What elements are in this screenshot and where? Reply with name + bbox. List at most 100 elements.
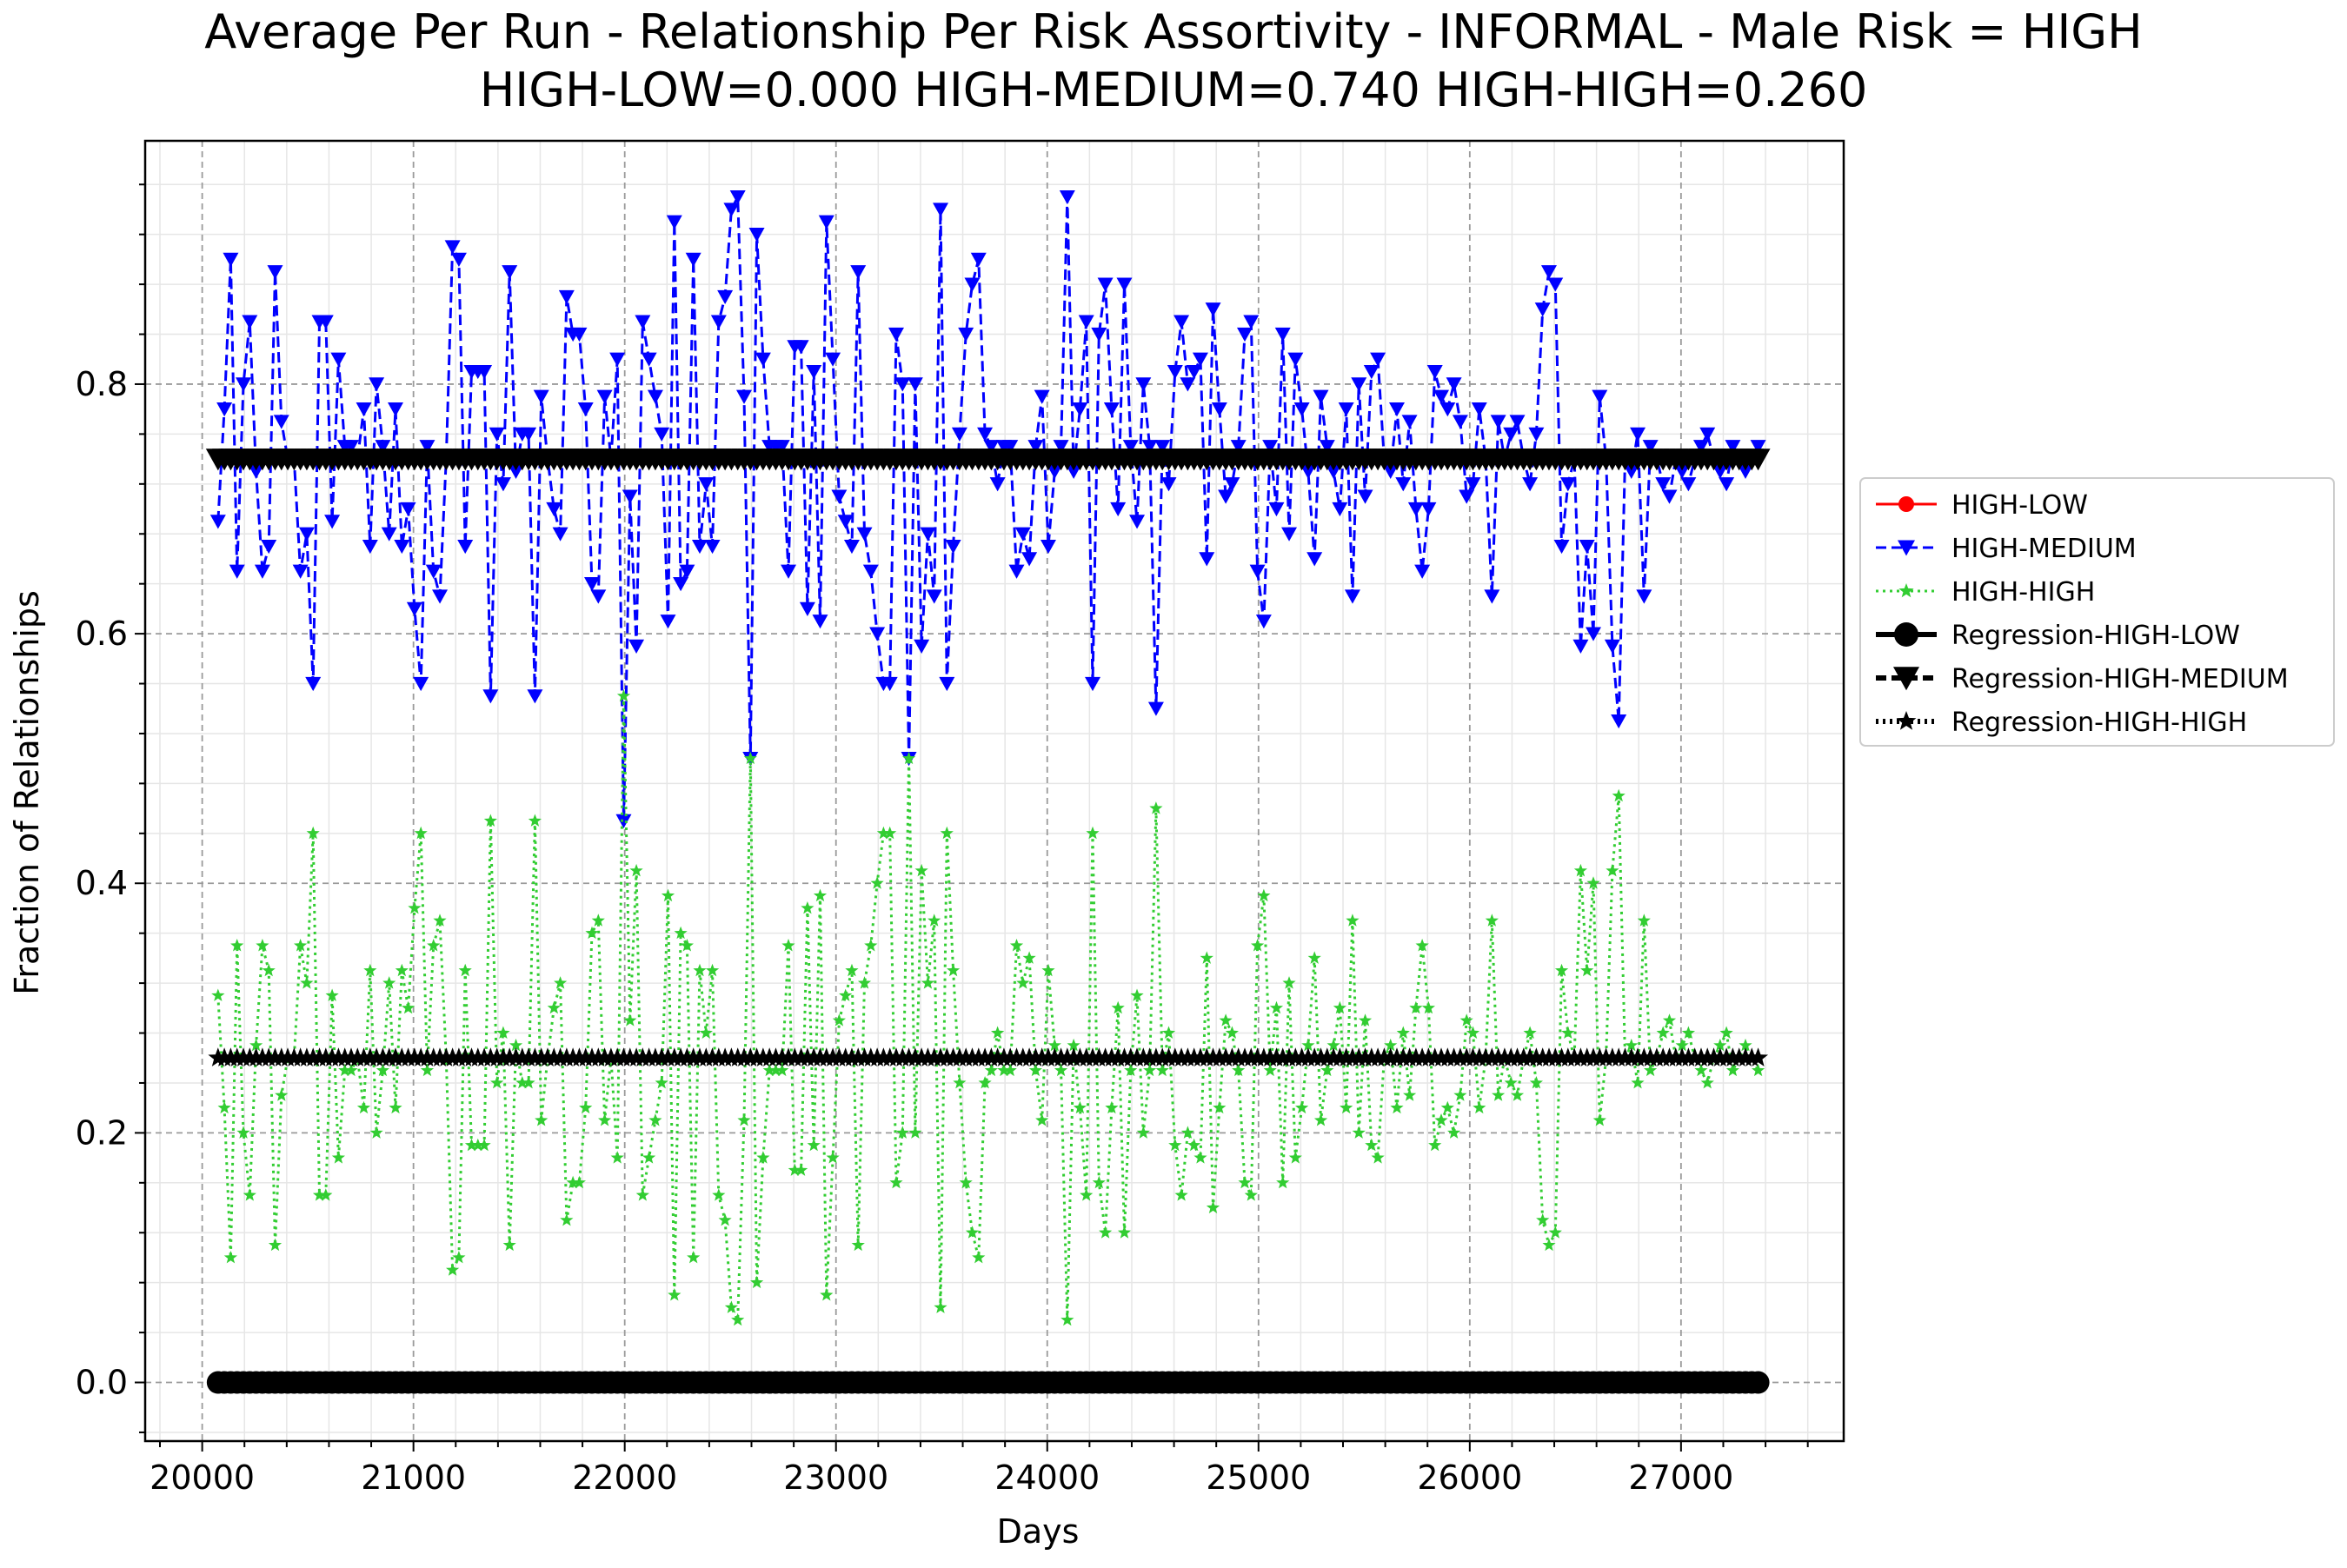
data-point: [940, 826, 954, 840]
data-point: [432, 589, 449, 604]
data-point: [1346, 914, 1360, 927]
data-point: [1255, 615, 1272, 629]
data-point: [856, 527, 873, 541]
data-point: [1675, 1038, 1689, 1052]
data-point: [718, 1213, 732, 1226]
data-point: [673, 577, 689, 592]
data-point: [1014, 527, 1031, 541]
data-point: [1642, 440, 1659, 455]
data-point: [1262, 440, 1279, 455]
data-point: [801, 901, 814, 914]
data-point: [806, 364, 822, 380]
data-point: [1637, 914, 1651, 927]
data-point: [1540, 265, 1557, 280]
data-point: [717, 289, 734, 305]
data-point: [402, 1000, 416, 1014]
data-point: [558, 289, 575, 305]
data-point: [1471, 402, 1487, 417]
data-point: [1586, 627, 1602, 641]
x-tick-label: 25000: [1206, 1458, 1311, 1497]
data-point: [1193, 1151, 1207, 1164]
data-point: [1099, 1226, 1113, 1239]
data-point: [1465, 477, 1481, 492]
data-point: [1282, 976, 1296, 989]
data-point: [1047, 464, 1063, 480]
data-point: [243, 1188, 256, 1201]
data-point: [577, 402, 594, 417]
x-tick-label: 23000: [783, 1458, 888, 1497]
data-point: [596, 389, 613, 404]
data-point: [1199, 552, 1215, 567]
data-point: [1160, 477, 1177, 492]
data-point: [256, 939, 269, 952]
data-point: [572, 1175, 586, 1189]
data-point: [813, 888, 828, 902]
data-point: [294, 939, 308, 952]
data-point: [1009, 939, 1024, 952]
data-point: [870, 876, 884, 889]
data-point: [1473, 1100, 1486, 1114]
data-point: [774, 440, 790, 455]
data-point: [508, 464, 524, 480]
data-point: [552, 527, 568, 541]
data-point: [1110, 502, 1127, 517]
x-tick-label: 26000: [1417, 1458, 1522, 1497]
data-point: [1307, 951, 1321, 964]
data-point: [515, 1076, 529, 1089]
data-point: [655, 1076, 668, 1089]
legend-entry: HIGH-LOW: [1876, 490, 2088, 521]
data-point: [1694, 1063, 1708, 1077]
data-point: [1604, 639, 1620, 654]
data-point: [1504, 1076, 1518, 1089]
data-point: [267, 265, 283, 280]
x-tick-label: 20000: [150, 1458, 255, 1497]
data-point: [902, 751, 916, 765]
data-point: [610, 1151, 624, 1164]
data-point: [1661, 489, 1678, 504]
data-point: [1333, 1000, 1346, 1014]
data-point: [1219, 1013, 1233, 1027]
data-point: [1244, 1188, 1258, 1201]
data-point: [527, 689, 543, 704]
data-point: [1453, 1088, 1467, 1101]
data-point: [1592, 389, 1608, 404]
data-point: [584, 577, 601, 592]
data-point: [1655, 477, 1672, 492]
data-point: [1625, 1038, 1639, 1052]
data-point: [389, 1100, 402, 1114]
data-point: [1428, 1138, 1442, 1152]
data-point: [1224, 477, 1240, 492]
data-point: [1592, 1113, 1606, 1126]
data-point: [305, 676, 322, 692]
chart-subtitle: HIGH-LOW=0.000 HIGH-MEDIUM=0.740 HIGH-HI…: [480, 63, 1868, 117]
data-point: [920, 527, 936, 541]
data-point: [781, 564, 797, 579]
data-point: [1338, 402, 1354, 417]
data-point: [921, 976, 935, 989]
data-point: [1547, 277, 1564, 292]
data-point: [1092, 1175, 1106, 1189]
data-point: [1103, 402, 1120, 417]
legend-label: Regression-HIGH-MEDIUM: [1951, 664, 2289, 694]
data-point: [1320, 1063, 1334, 1077]
series-high-medium: [209, 189, 1766, 829]
data-point: [1174, 315, 1190, 329]
data-point: [788, 1163, 801, 1176]
data-point: [223, 1251, 237, 1264]
data-point: [229, 564, 245, 579]
data-point: [522, 1076, 535, 1089]
data-point: [622, 489, 638, 504]
legend-label: HIGH-MEDIUM: [1951, 534, 2137, 564]
data-point: [1606, 863, 1619, 877]
data-point: [249, 1038, 263, 1052]
data-point: [319, 1188, 333, 1201]
data-point: [1180, 1126, 1194, 1139]
data-point: [1534, 302, 1551, 317]
data-point: [616, 688, 631, 702]
data-point: [1269, 1000, 1284, 1014]
data-point: [807, 1138, 821, 1152]
series-regression-high-high: [208, 1047, 1768, 1066]
data-point: [628, 639, 645, 654]
data-point: [660, 615, 676, 629]
data-point: [951, 427, 967, 442]
